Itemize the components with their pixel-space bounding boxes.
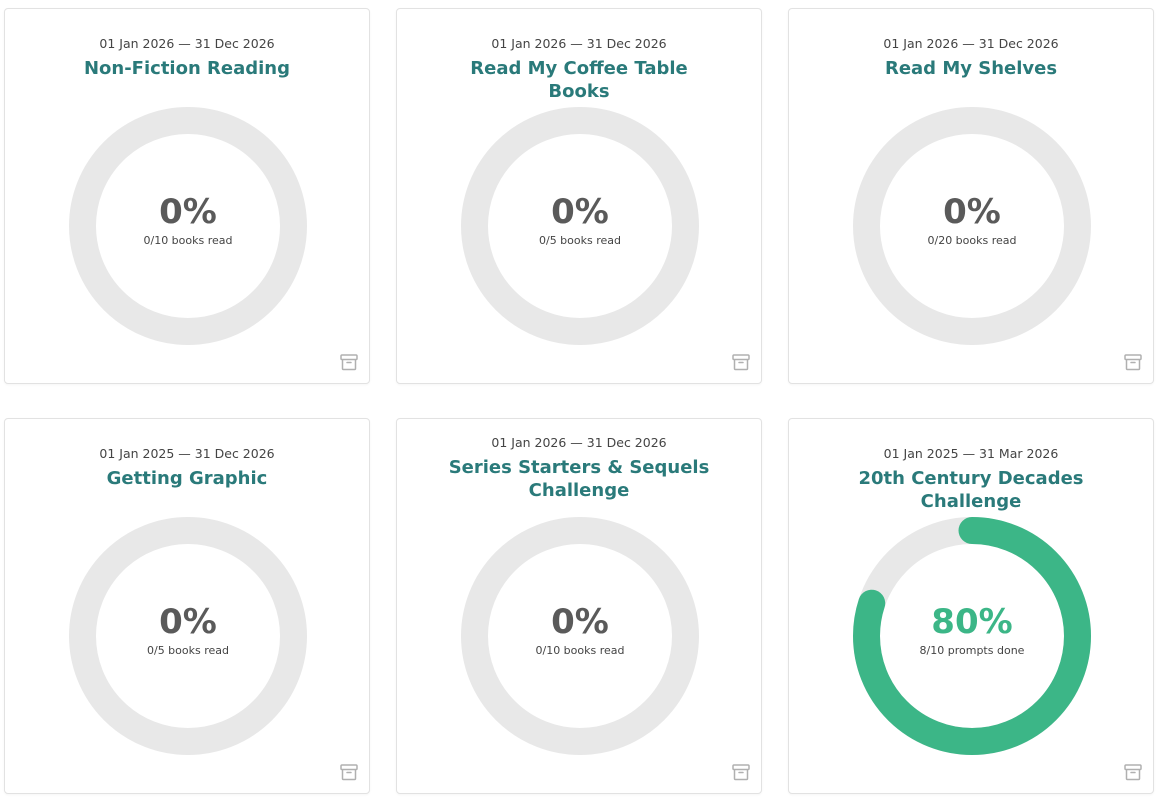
challenge-title[interactable]: Read My Shelves (884, 58, 1058, 79)
progress-percent: 0% (943, 192, 1001, 232)
progress-count: 0/5 books read (146, 644, 229, 657)
progress-percent: 80% (931, 602, 1013, 642)
archive-icon[interactable] (1123, 352, 1143, 372)
card-header: 01 Jan 2025 — 31 Dec 2026 Getting Graphi… (5, 446, 369, 490)
date-range: 01 Jan 2026 — 31 Dec 2026 (99, 36, 275, 51)
challenge-title[interactable]: 20th Century Decades Challenge (858, 468, 1084, 512)
progress-ring: 0% 0/10 books read (460, 516, 700, 756)
date-range: 01 Jan 2026 — 31 Dec 2026 (883, 36, 1059, 51)
progress-track (853, 107, 1091, 345)
challenge-title[interactable]: Read My Coffee Table Books (470, 58, 688, 102)
progress-percent: 0% (159, 192, 217, 232)
progress-percent: 0% (159, 602, 217, 642)
progress-track (461, 107, 699, 345)
progress-track (69, 517, 307, 755)
challenge-title[interactable]: Non-Fiction Reading (83, 58, 291, 79)
challenge-card[interactable]: 01 Jan 2025 — 31 Mar 2026 20th Century D… (788, 418, 1154, 794)
card-header: 01 Jan 2026 — 31 Dec 2026 Series Starter… (397, 435, 761, 502)
date-range: 01 Jan 2026 — 31 Dec 2026 (491, 36, 667, 51)
challenge-card[interactable]: 01 Jan 2026 — 31 Dec 2026 Non-Fiction Re… (4, 8, 370, 384)
progress-ring: 0% 0/5 books read (460, 106, 700, 346)
date-range: 01 Jan 2026 — 31 Dec 2026 (491, 435, 667, 450)
progress-percent: 0% (551, 192, 609, 232)
challenge-title[interactable]: Getting Graphic (106, 468, 268, 489)
progress-arc (853, 517, 1091, 755)
progress-ring: 0% 0/5 books read (68, 516, 308, 756)
progress-ring: 0% 0/10 books read (68, 106, 308, 346)
progress-percent: 0% (551, 602, 609, 642)
card-header: 01 Jan 2025 — 31 Mar 2026 20th Century D… (789, 446, 1153, 513)
archive-icon[interactable] (731, 352, 751, 372)
date-range: 01 Jan 2025 — 31 Mar 2026 (883, 446, 1059, 461)
progress-count: 0/20 books read (927, 234, 1017, 247)
archive-icon[interactable] (1123, 762, 1143, 782)
challenge-title[interactable]: Series Starters & Sequels Challenge (448, 457, 710, 501)
progress-count: 0/10 books read (143, 234, 233, 247)
card-header: 01 Jan 2026 — 31 Dec 2026 Read My Coffee… (397, 36, 761, 103)
progress-count: 0/5 books read (538, 234, 621, 247)
progress-count: 8/10 prompts done (919, 644, 1025, 657)
progress-count: 0/10 books read (535, 644, 625, 657)
challenge-card[interactable]: 01 Jan 2026 — 31 Dec 2026 Read My Shelve… (788, 8, 1154, 384)
archive-icon[interactable] (731, 762, 751, 782)
card-header: 01 Jan 2026 — 31 Dec 2026 Read My Shelve… (789, 36, 1153, 80)
challenge-card[interactable]: 01 Jan 2026 — 31 Dec 2026 Read My Coffee… (396, 8, 762, 384)
progress-ring: 0% 0/20 books read (852, 106, 1092, 346)
progress-track (69, 107, 307, 345)
card-header: 01 Jan 2026 — 31 Dec 2026 Non-Fiction Re… (5, 36, 369, 80)
date-range: 01 Jan 2025 — 31 Dec 2026 (99, 446, 275, 461)
challenge-card[interactable]: 01 Jan 2026 — 31 Dec 2026 Series Starter… (396, 418, 762, 794)
archive-icon[interactable] (339, 352, 359, 372)
progress-ring: 80% 8/10 prompts done (852, 516, 1092, 756)
challenge-card[interactable]: 01 Jan 2025 — 31 Dec 2026 Getting Graphi… (4, 418, 370, 794)
archive-icon[interactable] (339, 762, 359, 782)
progress-track (461, 517, 699, 755)
